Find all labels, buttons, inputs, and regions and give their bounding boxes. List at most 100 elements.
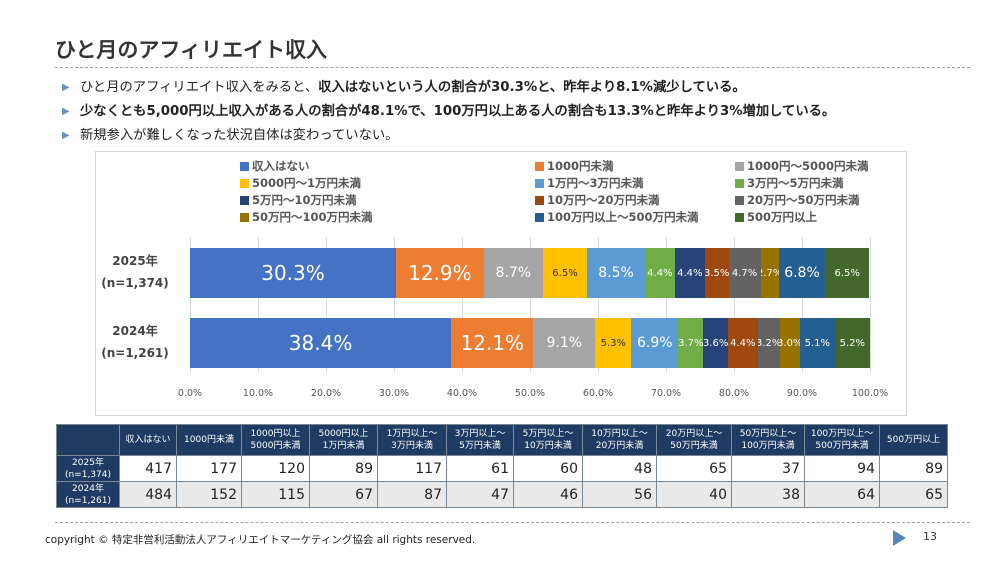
bullet-item: ▶ 新規参入が難しくなった状況自体は変わっていない。	[62, 124, 835, 148]
table-cell: 65	[879, 481, 948, 508]
table-cell: 117	[377, 455, 447, 482]
table-cell: 56	[582, 481, 657, 508]
bar-segment: 3.0%	[779, 318, 800, 368]
x-tick-label: 80.0%	[718, 388, 750, 399]
gridline	[870, 237, 871, 372]
header-line: 20万円以上～	[665, 429, 723, 439]
bar-data-label: 6.5%	[834, 267, 860, 279]
legend-label: 20万円～50万円未満	[747, 193, 860, 207]
category-sample-size: (n=1,374)	[101, 276, 169, 290]
table-cell: 38	[731, 481, 805, 508]
table-cell: 94	[804, 455, 880, 482]
legend-item: 1000円未満	[535, 158, 614, 174]
table-cell: 60	[513, 455, 583, 482]
legend-label: 3万円～5万円未満	[747, 176, 844, 190]
bar-segment: 6.9%	[631, 318, 679, 368]
triangle-right-icon: ▶	[62, 82, 70, 93]
legend-item: 1000円～5000円未満	[735, 158, 869, 174]
bar-segment: 3.2%	[757, 318, 780, 368]
bar-data-label: 8.5%	[598, 265, 634, 281]
bullet-text: ひと月のアフィリエイト収入をみると、	[80, 80, 319, 95]
footer-divider	[55, 522, 970, 523]
table-header-cell: 500万円以上	[879, 424, 948, 456]
bullet-item: ▶ 少なくとも5,000円以上収入がある人の割合が48.1%で、100万円以上ある…	[62, 100, 835, 124]
table-header-cell: 20万円以上～ 50万円未満	[656, 424, 732, 456]
bar-segment: 30.3%	[190, 248, 397, 298]
table-corner-cell	[56, 424, 120, 456]
gridline	[326, 237, 327, 372]
bullet-item: ▶ ひと月のアフィリエイト収入をみると、収入はないという人の割合が30.3%と、昨…	[62, 76, 835, 100]
table-row-header: 2025年 (n=1,374)	[56, 455, 120, 482]
bar-segment: 12.9%	[396, 248, 484, 298]
bar-data-label: 6.5%	[552, 267, 578, 279]
gridline	[530, 237, 531, 372]
table-cell: 40	[656, 481, 732, 508]
legend-item: 100万円以上～500万円未満	[535, 209, 699, 225]
bar-segment: 5.2%	[834, 318, 870, 368]
x-tick-label: 70.0%	[650, 388, 682, 399]
bar-data-label: 6.9%	[636, 335, 673, 351]
legend-swatch	[240, 162, 249, 171]
bar-segment: 4.4%	[644, 248, 675, 298]
gridline	[734, 237, 735, 372]
bar-data-label: 3.5%	[704, 267, 729, 279]
bar-data-label: 6.8%	[784, 265, 820, 281]
header-line: 500万円未満	[815, 441, 869, 451]
category-name: 2025年	[112, 254, 158, 268]
gridline	[802, 237, 803, 372]
table-header-cell: 収入はない	[119, 424, 177, 456]
table-cell: 89	[879, 455, 948, 482]
header-line: 100万円未満	[741, 441, 795, 451]
table-cell: 61	[446, 455, 514, 482]
legend-item: 10万円～20万円未満	[535, 192, 660, 208]
legend-label: 1000円未満	[547, 159, 614, 173]
bar-segment: 4.7%	[728, 248, 761, 298]
table-cell: 417	[119, 455, 177, 482]
bullet-text: 収入はないという人の割合が30.3%と、昨年より8.1%減少している。	[318, 80, 746, 95]
category-name: 2024年	[112, 324, 158, 338]
legend-swatch	[735, 196, 744, 205]
bar-data-label: 4.4%	[647, 267, 673, 279]
bullet-list: ▶ ひと月のアフィリエイト収入をみると、収入はないという人の割合が30.3%と、昨…	[62, 76, 835, 148]
gridline	[190, 237, 191, 372]
x-tick-label: 100.0%	[851, 388, 889, 399]
bar-data-label: 38.4%	[288, 331, 353, 355]
legend-item: 50万円～100万円未満	[240, 209, 373, 225]
bar-data-label: 5.2%	[839, 337, 865, 349]
bullet-text: 新規参入が難しくなった状況自体は変わっていない。	[80, 128, 399, 143]
legend-swatch	[535, 179, 544, 188]
row-header-line: 2025年	[72, 457, 104, 468]
category-label: 2024年 (n=1,261)	[100, 320, 170, 364]
header-line: 5万円以上～	[522, 429, 574, 439]
header-line: 3万円未満	[391, 441, 433, 451]
triangle-right-icon: ▶	[62, 130, 70, 141]
bar-data-label: 12.9%	[408, 261, 472, 285]
table-cell: 484	[119, 481, 177, 508]
table-cell: 87	[377, 481, 447, 508]
row-header-line: 2024年	[72, 483, 104, 494]
bar-data-label: 3.6%	[703, 337, 728, 349]
legend-swatch	[735, 162, 744, 171]
bar-segment: 4.4%	[727, 318, 758, 368]
table-cell: 115	[241, 481, 310, 508]
table-cell: 37	[731, 455, 805, 482]
row-header-line: (n=1,261)	[64, 495, 112, 506]
legend-label: 1万円～3万円未満	[547, 176, 644, 190]
table-cell: 120	[241, 455, 310, 482]
bar-segment: 38.4%	[190, 318, 452, 368]
table-cell: 89	[309, 455, 378, 482]
legend-swatch	[240, 196, 249, 205]
legend-item: 1万円～3万円未満	[535, 175, 644, 191]
slide-title: ひと月のアフィリエイト収入	[55, 38, 327, 62]
table-header-row: 収入はない 1000円未満 1000円以上 5000円未満 5000円以上 1万円未満 1万…	[56, 424, 948, 456]
bar-segment: 4.4%	[674, 248, 705, 298]
legend-item: 5000円～1万円未満	[240, 175, 361, 191]
table-cell: 152	[176, 481, 242, 508]
legend-item: 収入はない	[240, 158, 310, 174]
gridline	[598, 237, 599, 372]
x-tick-label: 20.0%	[310, 388, 342, 399]
data-table: 収入はない 1000円未満 1000円以上 5000円未満 5000円以上 1万円未満 1万…	[56, 424, 948, 508]
bar-data-label: 5.1%	[804, 337, 830, 349]
table-header-cell: 5000円以上 1万円未満	[309, 424, 378, 456]
bar-data-label: 2.7%	[761, 267, 779, 279]
